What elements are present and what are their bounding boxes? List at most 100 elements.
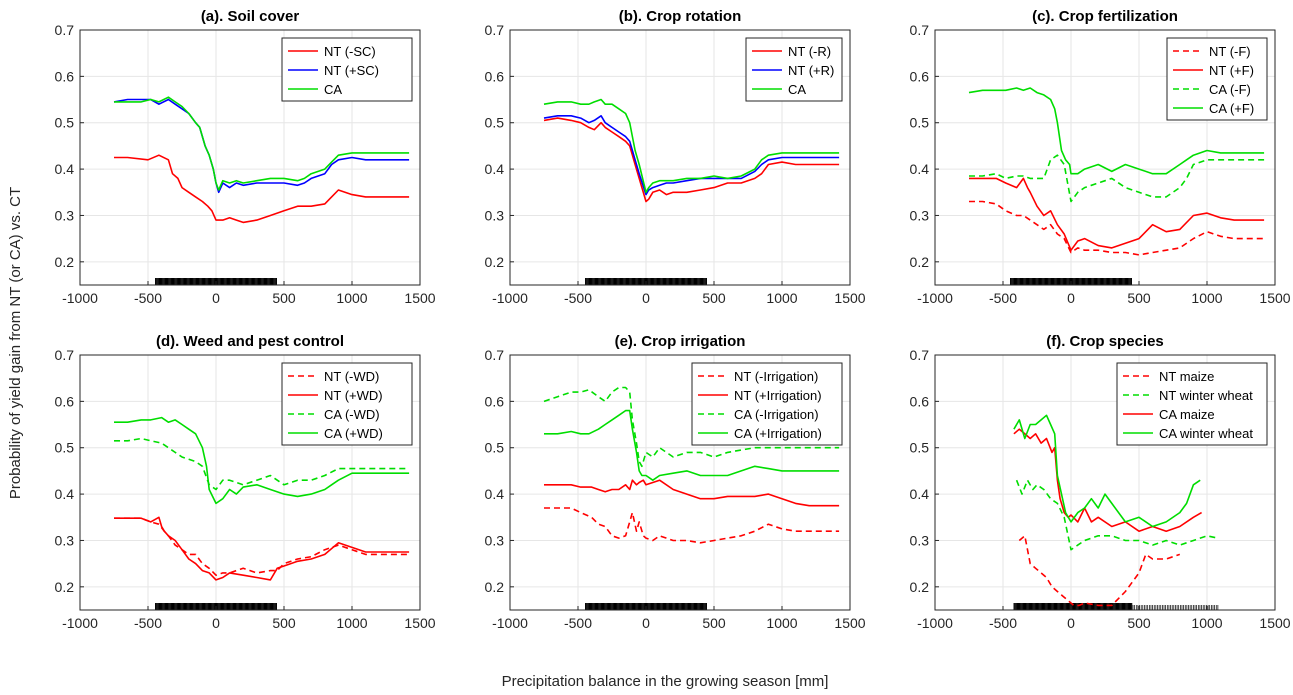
axes-box: [79, 29, 421, 286]
series-line: [969, 177, 1265, 251]
legend-label: NT (-F): [1209, 44, 1251, 59]
legend-label: NT (-WD): [324, 369, 379, 384]
y-tick-label: 0.2: [485, 254, 505, 270]
y-tick-label: 0.4: [910, 161, 930, 177]
legend-label: NT (-R): [788, 44, 831, 59]
chart-panel: -1000 -500 0 500 1000 1500 0.2 0.3 0.4 0.5 0.6 0.7 (…: [55, 333, 436, 631]
x-tick-label: 0: [1067, 615, 1075, 631]
legend-label: CA (-F): [1209, 82, 1251, 97]
axes-box: [509, 29, 851, 286]
y-tick-label: 0.4: [485, 161, 505, 177]
legend-label: NT (-SC): [324, 44, 376, 59]
figure-ylabel: Probability of yield gain from NT (or CA…: [7, 187, 24, 499]
series-line: [969, 200, 1265, 256]
series-line: [114, 517, 410, 577]
x-tick-label: 0: [1067, 290, 1075, 306]
legend-label: CA: [324, 82, 342, 97]
series-line: [114, 96, 410, 191]
axes-box: [79, 354, 421, 611]
legend-label: NT (+Irrigation): [734, 388, 822, 403]
series-line: [1013, 414, 1201, 528]
legend-label: NT winter wheat: [1159, 388, 1253, 403]
x-tick-label: -1000: [62, 290, 98, 306]
x-tick-label: -500: [989, 290, 1017, 306]
x-tick-label: 0: [642, 290, 650, 306]
series-line: [114, 154, 410, 224]
y-tick-label: 0.2: [485, 579, 505, 595]
legend-label: CA (+Irrigation): [734, 426, 822, 441]
series-line: [1013, 428, 1202, 533]
x-tick-label: 500: [702, 290, 726, 306]
legend-label: CA maize: [1159, 407, 1215, 422]
x-tick-label: 500: [272, 290, 296, 306]
y-tick-label: 0.6: [910, 68, 930, 84]
panel-title: (d). Weed and pest control: [156, 333, 344, 350]
chart-panel: -1000 -500 0 500 1000 1500 0.2 0.3 0.4 0.5 0.6 0.7 (…: [55, 8, 436, 306]
x-tick-label: -1000: [917, 290, 953, 306]
chart-panel: -1000 -500 0 500 1000 1500 0.2 0.3 0.4 0.5 0.6 0.7 (…: [485, 8, 866, 306]
panel-title: (b). Crop rotation: [619, 8, 741, 25]
x-tick-label: 500: [702, 615, 726, 631]
y-tick-label: 0.7: [485, 347, 505, 363]
legend-label: CA (+F): [1209, 101, 1254, 116]
series-line: [544, 507, 840, 544]
x-tick-label: 1500: [1259, 615, 1290, 631]
y-tick-label: 0.2: [910, 579, 930, 595]
x-tick-label: 1000: [336, 290, 367, 306]
x-tick-label: 1000: [1191, 615, 1222, 631]
x-tick-label: 500: [272, 615, 296, 631]
series-line: [543, 98, 840, 194]
y-tick-label: 0.5: [485, 440, 505, 456]
y-tick-label: 0.7: [910, 22, 930, 38]
legend-label: CA (-Irrigation): [734, 407, 819, 422]
legend-box: [691, 362, 843, 446]
y-tick-label: 0.5: [910, 440, 930, 456]
legend-label: NT maize: [1159, 369, 1214, 384]
x-tick-label: -1000: [62, 615, 98, 631]
x-tick-label: 0: [212, 615, 220, 631]
y-tick-label: 0.5: [55, 115, 75, 131]
y-tick-label: 0.2: [55, 254, 75, 270]
series-line: [969, 154, 1265, 203]
x-tick-label: 1500: [404, 290, 435, 306]
x-tick-label: -500: [134, 615, 162, 631]
series-line: [968, 87, 1265, 175]
chart-panel: -1000 -500 0 500 1000 1500 0.2 0.3 0.4 0.5 0.6 0.7 (…: [910, 8, 1291, 306]
series-line: [1018, 534, 1181, 607]
axes-box: [934, 29, 1276, 286]
legend-box: [1116, 362, 1268, 446]
series-line: [544, 409, 840, 482]
x-tick-label: 1000: [766, 615, 797, 631]
series-line: [114, 437, 410, 491]
axes-box: [934, 354, 1276, 611]
panel-title: (e). Crop irrigation: [615, 333, 746, 350]
y-tick-label: 0.6: [55, 68, 75, 84]
x-tick-label: 1500: [1259, 290, 1290, 306]
y-tick-label: 0.2: [910, 254, 930, 270]
y-tick-label: 0.3: [55, 207, 75, 223]
y-tick-label: 0.3: [910, 532, 930, 548]
y-tick-label: 0.6: [485, 393, 505, 409]
x-tick-label: 500: [1127, 615, 1151, 631]
x-tick-label: 0: [642, 615, 650, 631]
axes-box: [509, 354, 851, 611]
y-tick-label: 0.5: [485, 115, 505, 131]
y-tick-label: 0.4: [55, 161, 75, 177]
legend-label: CA winter wheat: [1159, 426, 1253, 441]
series-line: [543, 386, 840, 468]
y-tick-label: 0.4: [910, 486, 930, 502]
x-tick-label: -500: [564, 615, 592, 631]
y-tick-label: 0.6: [910, 393, 930, 409]
series-line: [113, 98, 410, 194]
x-tick-label: -500: [564, 290, 592, 306]
figure-xlabel: Precipitation balance in the growing sea…: [502, 673, 829, 690]
legend-label: NT (+SC): [324, 63, 379, 78]
y-tick-label: 0.4: [485, 486, 505, 502]
panel-title: (f). Crop species: [1046, 333, 1164, 350]
y-tick-label: 0.5: [910, 115, 930, 131]
y-tick-label: 0.6: [55, 393, 75, 409]
legend-label: CA: [788, 82, 806, 97]
y-tick-label: 0.7: [55, 22, 75, 38]
y-tick-label: 0.3: [485, 532, 505, 548]
y-tick-label: 0.7: [910, 347, 930, 363]
